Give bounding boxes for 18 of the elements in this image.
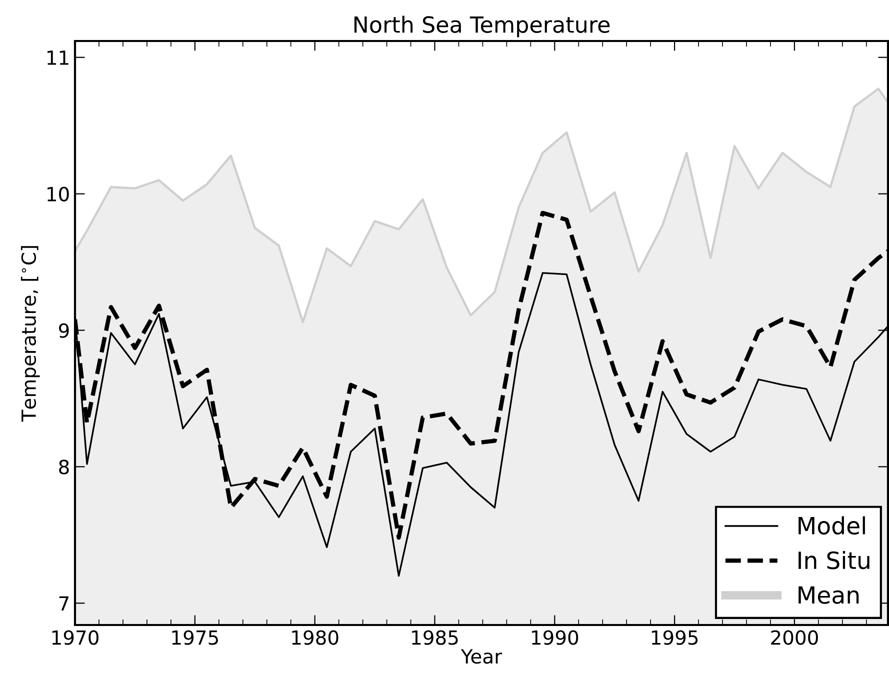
legend-label: Model — [798, 516, 865, 535]
x-axis-title: Year — [460, 649, 502, 664]
x-tick-label: 1995 — [652, 630, 698, 645]
x-tick-label: 1985 — [412, 630, 458, 645]
x-tick-label: 1975 — [172, 630, 218, 645]
legend-label: In Situ — [798, 550, 870, 570]
y-tick-label: 7 — [59, 596, 68, 611]
x-tick-label: 1980 — [292, 630, 338, 645]
legend-label: Mean — [798, 586, 859, 604]
y-tick-label: 10 — [48, 186, 69, 202]
x-tick-label: 1970 — [52, 630, 98, 645]
chart-title: North Sea Temperature — [354, 16, 610, 38]
x-tick-label: 1990 — [532, 630, 578, 645]
y-axis-title: Temperature, [$^{∘}$C] — [20, 246, 40, 422]
y-tick-label: 9 — [58, 323, 69, 338]
y-tick-label: 11 — [48, 50, 68, 65]
y-tick-label: 8 — [59, 460, 69, 474]
x-tick-label: 2000 — [771, 630, 818, 645]
